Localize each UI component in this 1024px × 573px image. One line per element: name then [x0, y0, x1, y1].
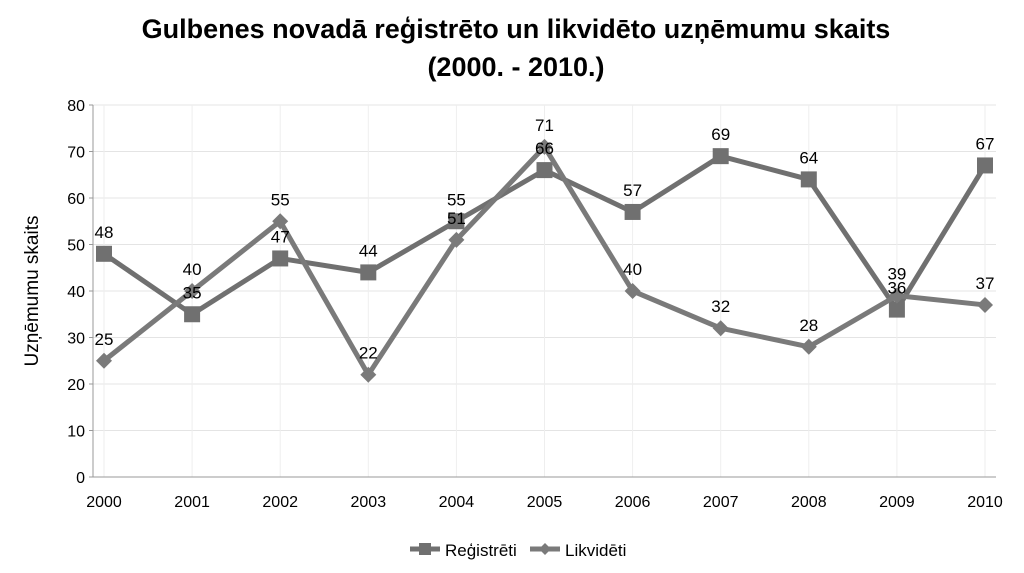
- data-label: 25: [95, 330, 114, 349]
- chart-title-line-1: Gulbenes novadā reģistrēto un likvidēto …: [142, 14, 891, 44]
- data-label: 39: [887, 265, 906, 284]
- data-label: 64: [799, 148, 818, 167]
- data-point-square: [977, 157, 993, 174]
- legend-label-likvideti: Likvidēti: [565, 541, 626, 560]
- data-label: 47: [271, 227, 290, 246]
- data-point-diamond: [624, 283, 641, 299]
- x-tick-label: 2003: [351, 494, 387, 511]
- data-point-diamond: [272, 213, 289, 230]
- x-tick-label: 2005: [527, 494, 563, 511]
- data-label: 28: [799, 316, 818, 335]
- y-axis-label: Uzņēmumu skaits: [22, 216, 43, 367]
- data-point-square: [272, 250, 289, 267]
- y-tick-label: 70: [67, 145, 85, 162]
- y-tick-label: 40: [67, 284, 85, 301]
- data-label: 71: [535, 116, 554, 135]
- y-tick-label: 60: [67, 191, 85, 208]
- data-label: 48: [95, 223, 114, 242]
- x-tick-label: 2001: [174, 494, 210, 511]
- data-label: 55: [447, 190, 466, 209]
- data-label: 66: [535, 139, 554, 158]
- data-point-diamond: [800, 338, 817, 355]
- data-label: 69: [711, 125, 730, 144]
- data-point-square: [184, 306, 201, 323]
- data-label: 40: [623, 260, 642, 279]
- data-label: 55: [271, 190, 290, 209]
- data-label: 22: [359, 344, 378, 363]
- x-tick-label: 2008: [791, 494, 827, 511]
- legend-marker-diamond: [539, 543, 551, 555]
- y-tick-label: 30: [67, 331, 85, 348]
- legend: Reģistrēti Likvidēti: [410, 541, 626, 560]
- data-point-square: [800, 171, 817, 188]
- data-point-diamond: [977, 296, 993, 313]
- data-label: 44: [359, 241, 378, 260]
- data-label: 35: [183, 283, 202, 302]
- x-tick-label: 2004: [439, 494, 475, 511]
- data-point-square: [448, 213, 465, 230]
- chart-title-line-2: (2000. - 2010.): [427, 52, 604, 82]
- y-tick-label: 80: [67, 98, 85, 115]
- data-point-square: [360, 264, 377, 281]
- data-label: 36: [887, 279, 906, 298]
- x-tick-label: 2007: [703, 494, 739, 511]
- y-tick-label: 10: [67, 424, 85, 441]
- data-point-diamond: [360, 366, 377, 383]
- data-label: 40: [183, 260, 202, 279]
- x-tick-label: 2002: [262, 494, 298, 511]
- data-label: 67: [976, 134, 995, 153]
- data-label: 57: [623, 181, 642, 200]
- data-point-diamond: [712, 320, 729, 337]
- x-tick-label: 2000: [86, 494, 122, 511]
- x-tick-label: 2006: [615, 494, 651, 511]
- x-tick-label: 2010: [967, 494, 1003, 511]
- data-point-diamond: [448, 231, 465, 248]
- data-point-diamond: [96, 352, 112, 369]
- data-point-diamond: [888, 287, 905, 304]
- data-point-square: [536, 162, 553, 179]
- data-point-square: [96, 245, 112, 262]
- y-tick-label: 50: [67, 238, 85, 255]
- data-label: 51: [447, 209, 466, 228]
- legend-marker-square: [419, 543, 431, 555]
- data-point-diamond: [184, 283, 201, 299]
- x-tick-label: 2009: [879, 494, 915, 511]
- legend-label-registreti: Reģistrēti: [445, 541, 517, 560]
- y-tick-label: 20: [67, 377, 85, 394]
- data-label: 37: [976, 274, 995, 293]
- y-tick-label: 0: [76, 470, 85, 487]
- data-label: 32: [711, 297, 730, 316]
- data-point-diamond: [536, 138, 553, 155]
- data-point-square: [624, 203, 641, 220]
- data-point-square: [712, 148, 729, 165]
- data-point-square: [888, 301, 905, 318]
